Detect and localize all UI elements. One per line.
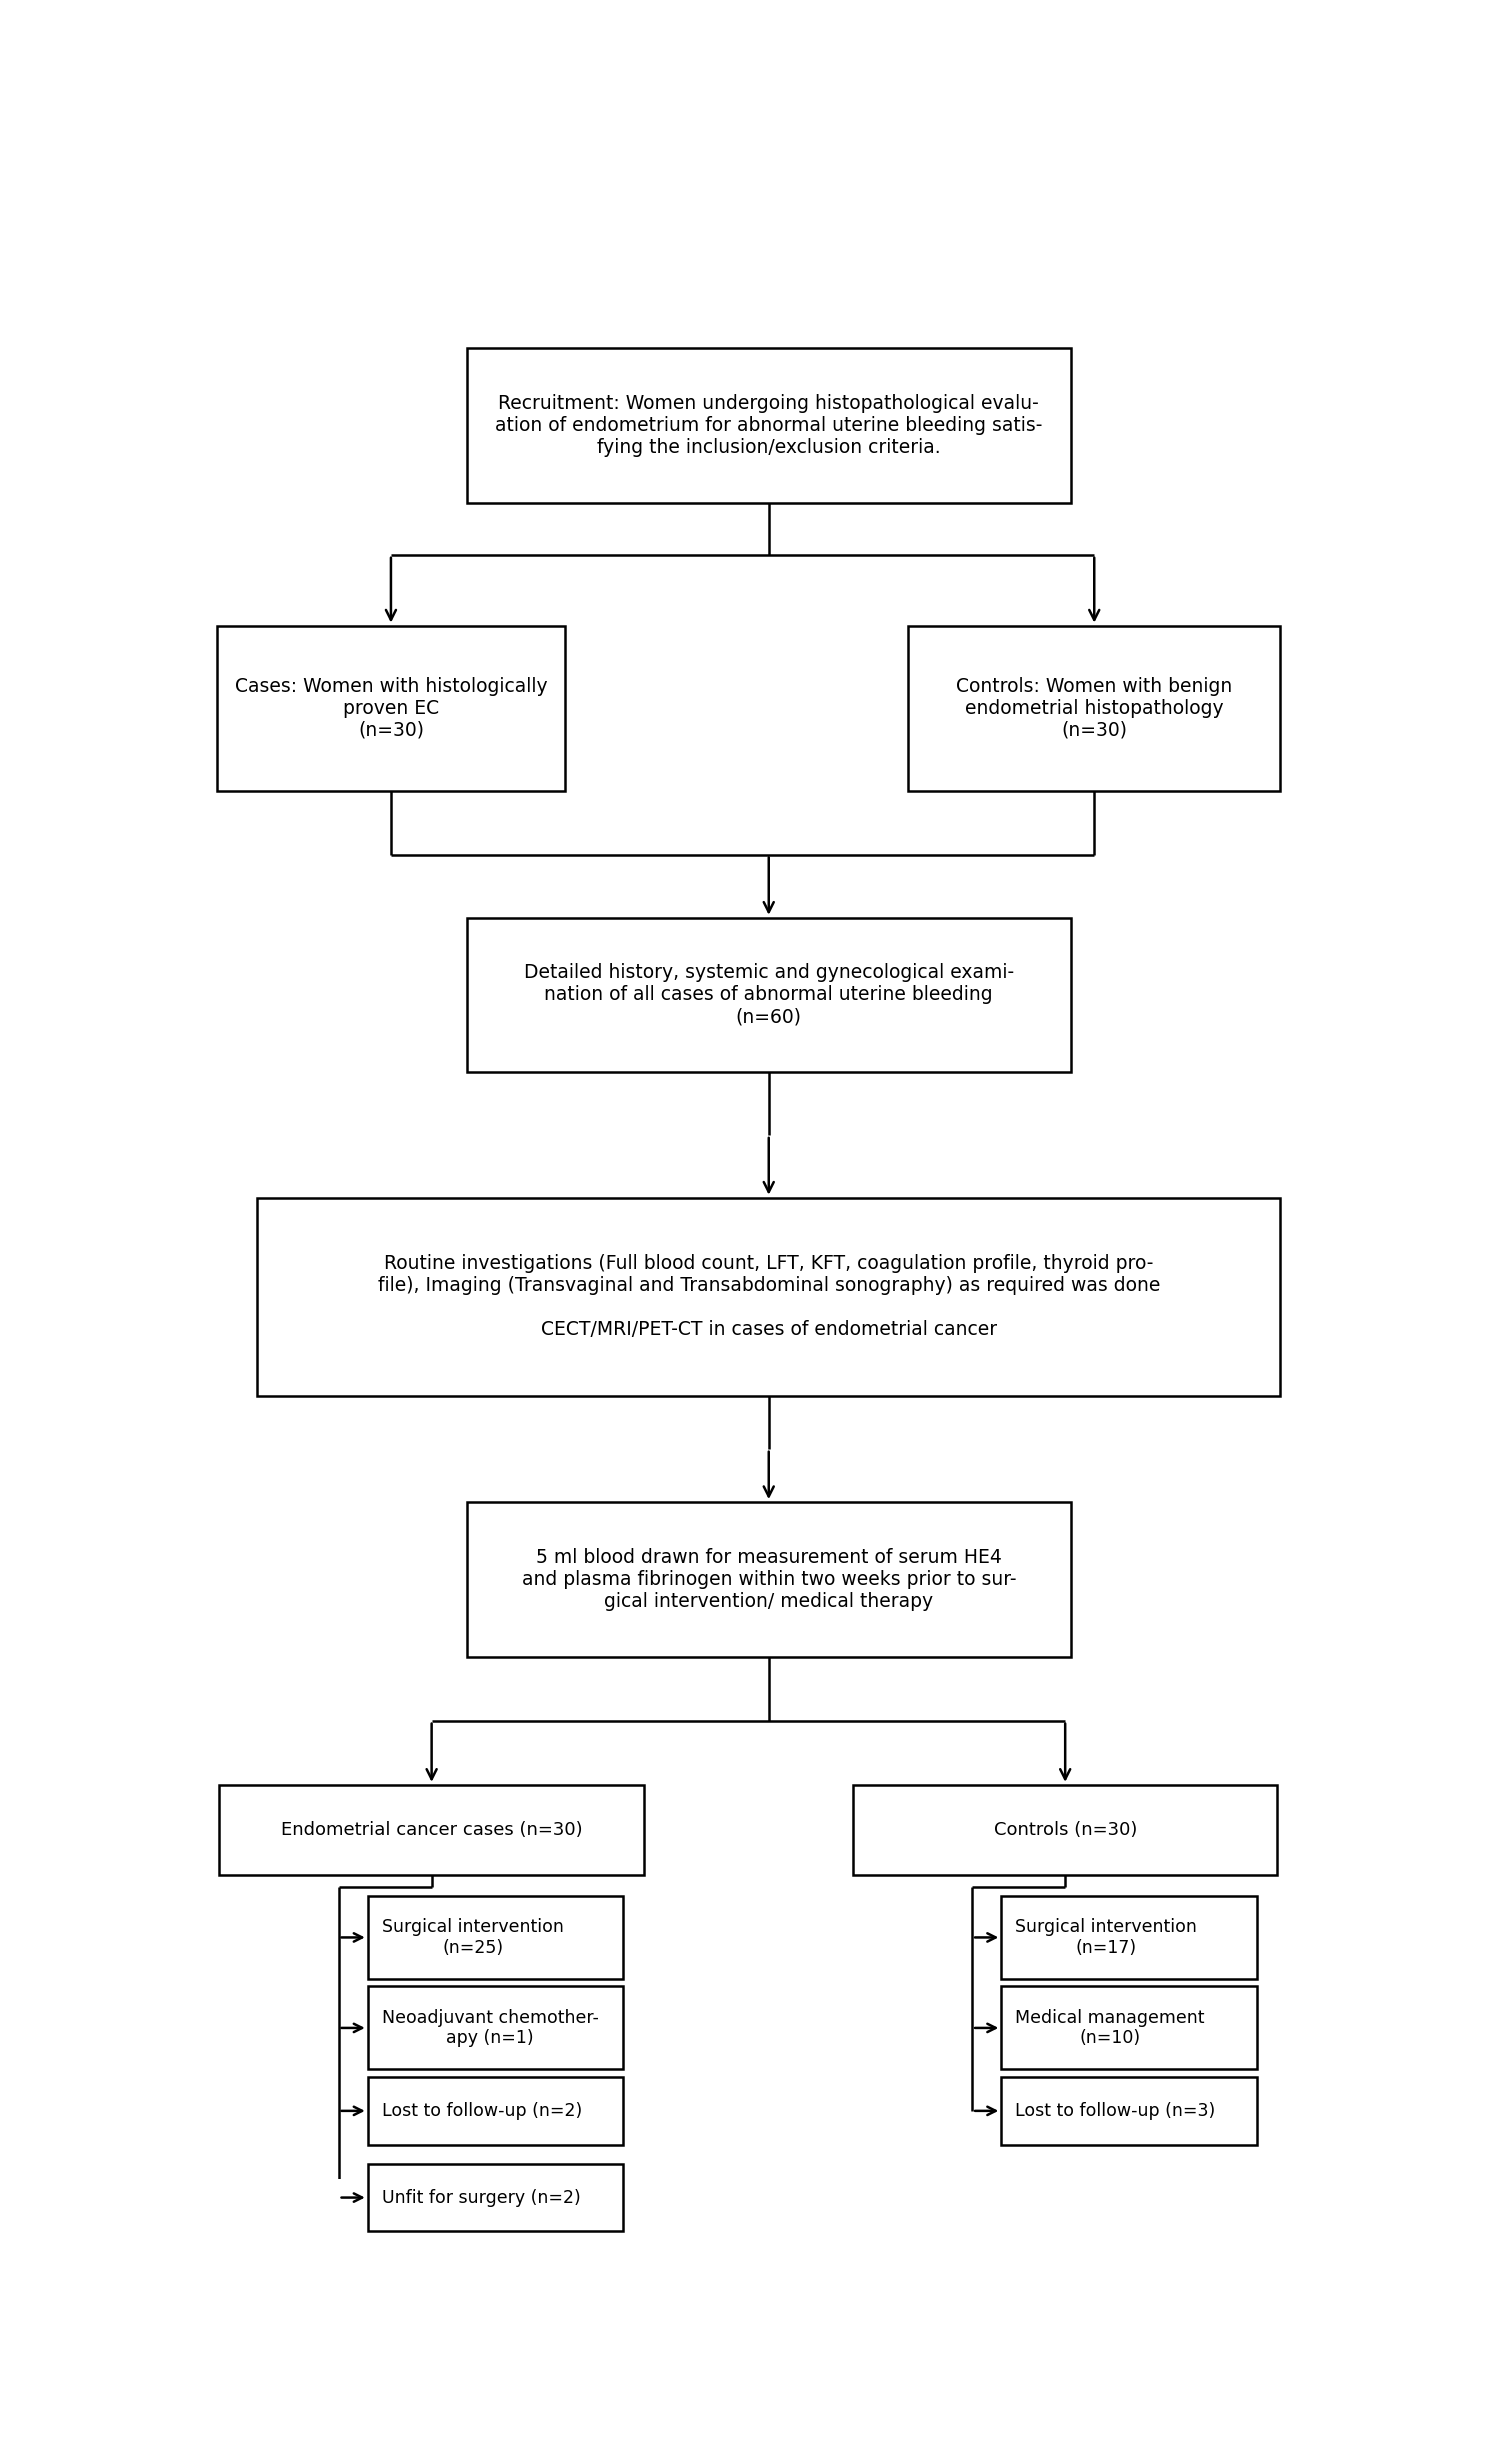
FancyBboxPatch shape	[466, 348, 1071, 502]
Text: Controls: Women with benign
endometrial histopathology
(n=30): Controls: Women with benign endometrial …	[956, 678, 1233, 739]
Text: Routine investigations (Full blood count, LFT, KFT, coagulation profile, thyroid: Routine investigations (Full blood count…	[378, 1253, 1160, 1339]
FancyBboxPatch shape	[258, 1197, 1280, 1395]
FancyBboxPatch shape	[1002, 2076, 1257, 2144]
FancyBboxPatch shape	[466, 918, 1071, 1072]
FancyBboxPatch shape	[908, 627, 1280, 791]
Text: Cases: Women with histologically
proven EC
(n=30): Cases: Women with histologically proven …	[234, 678, 548, 739]
FancyBboxPatch shape	[1002, 1985, 1257, 2069]
FancyBboxPatch shape	[853, 1785, 1278, 1875]
Text: Controls (n=30): Controls (n=30)	[993, 1821, 1137, 1838]
FancyBboxPatch shape	[368, 1985, 624, 2069]
Text: Neoadjuvant chemother-
apy (n=1): Neoadjuvant chemother- apy (n=1)	[381, 2007, 598, 2047]
Text: Medical management
(n=10): Medical management (n=10)	[1016, 2007, 1204, 2047]
Text: Unfit for surgery (n=2): Unfit for surgery (n=2)	[381, 2189, 580, 2206]
FancyBboxPatch shape	[216, 627, 566, 791]
FancyBboxPatch shape	[466, 1503, 1071, 1657]
Text: Surgical intervention
(n=25): Surgical intervention (n=25)	[381, 1919, 564, 1956]
FancyBboxPatch shape	[368, 1895, 624, 1978]
Text: Lost to follow-up (n=3): Lost to follow-up (n=3)	[1016, 2103, 1215, 2120]
FancyBboxPatch shape	[1002, 1895, 1257, 1978]
Text: 5 ml blood drawn for measurement of serum HE4
and plasma fibrinogen within two w: 5 ml blood drawn for measurement of seru…	[522, 1547, 1016, 1611]
Text: Surgical intervention
(n=17): Surgical intervention (n=17)	[1016, 1919, 1197, 1956]
Text: Detailed history, systemic and gynecological exami-
nation of all cases of abnor: Detailed history, systemic and gynecolog…	[524, 965, 1014, 1026]
Text: Endometrial cancer cases (n=30): Endometrial cancer cases (n=30)	[280, 1821, 582, 1838]
FancyBboxPatch shape	[219, 1785, 644, 1875]
Text: Lost to follow-up (n=2): Lost to follow-up (n=2)	[381, 2103, 582, 2120]
FancyBboxPatch shape	[368, 2164, 624, 2233]
FancyBboxPatch shape	[368, 2076, 624, 2144]
Text: Recruitment: Women undergoing histopathological evalu-
ation of endometrium for : Recruitment: Women undergoing histopatho…	[495, 394, 1042, 458]
